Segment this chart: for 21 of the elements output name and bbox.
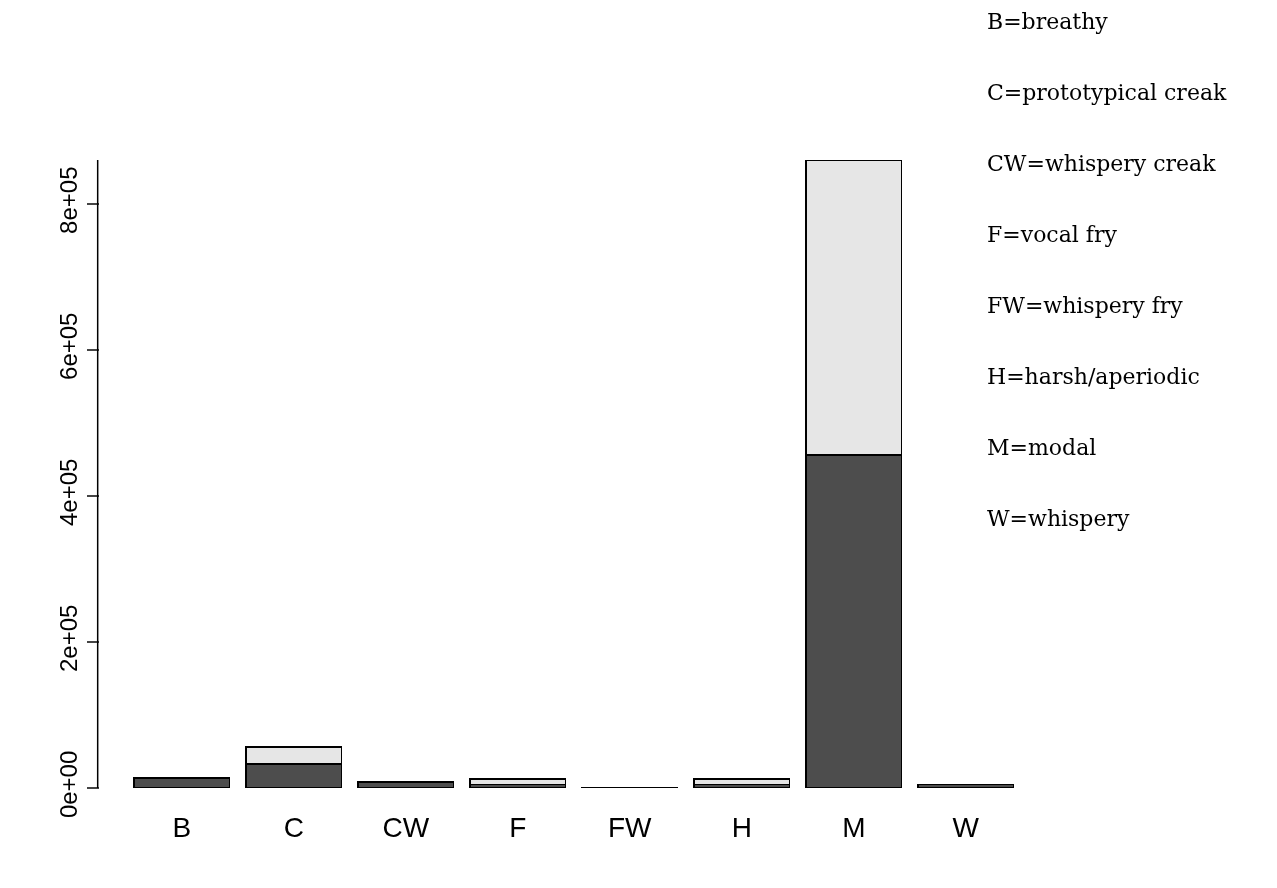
x-tick-label: F [509, 812, 527, 843]
y-tick-label: 0e+00 [55, 750, 83, 819]
x-tick-label: H [731, 812, 752, 843]
y-tick-label: 4e+05 [55, 458, 83, 527]
annotation: H=harsh/aperiodic [987, 364, 1200, 389]
x-tick-label: M [842, 812, 866, 843]
annotation: CW=whispery creak [987, 151, 1217, 176]
annotation: FW=whispery fry [987, 293, 1184, 318]
text: C=prototypical creak [987, 80, 1228, 105]
x-tick-label: CW [382, 812, 430, 843]
annotation: F=vocal fry [987, 222, 1118, 247]
y-tick-label: 2e+05 [55, 604, 83, 673]
y-tick-label: 6e+05 [55, 312, 83, 380]
annotation: M=modal [987, 435, 1097, 460]
annotation: W=whispery [987, 506, 1130, 531]
text: B=breathy [987, 9, 1109, 34]
x-tick-label: W [952, 812, 980, 843]
x-tick-label: B [172, 812, 192, 843]
x-tick-label: C [283, 812, 304, 843]
x-tick-label: FW [608, 812, 653, 843]
y-tick-label: 8e+05 [55, 166, 83, 234]
